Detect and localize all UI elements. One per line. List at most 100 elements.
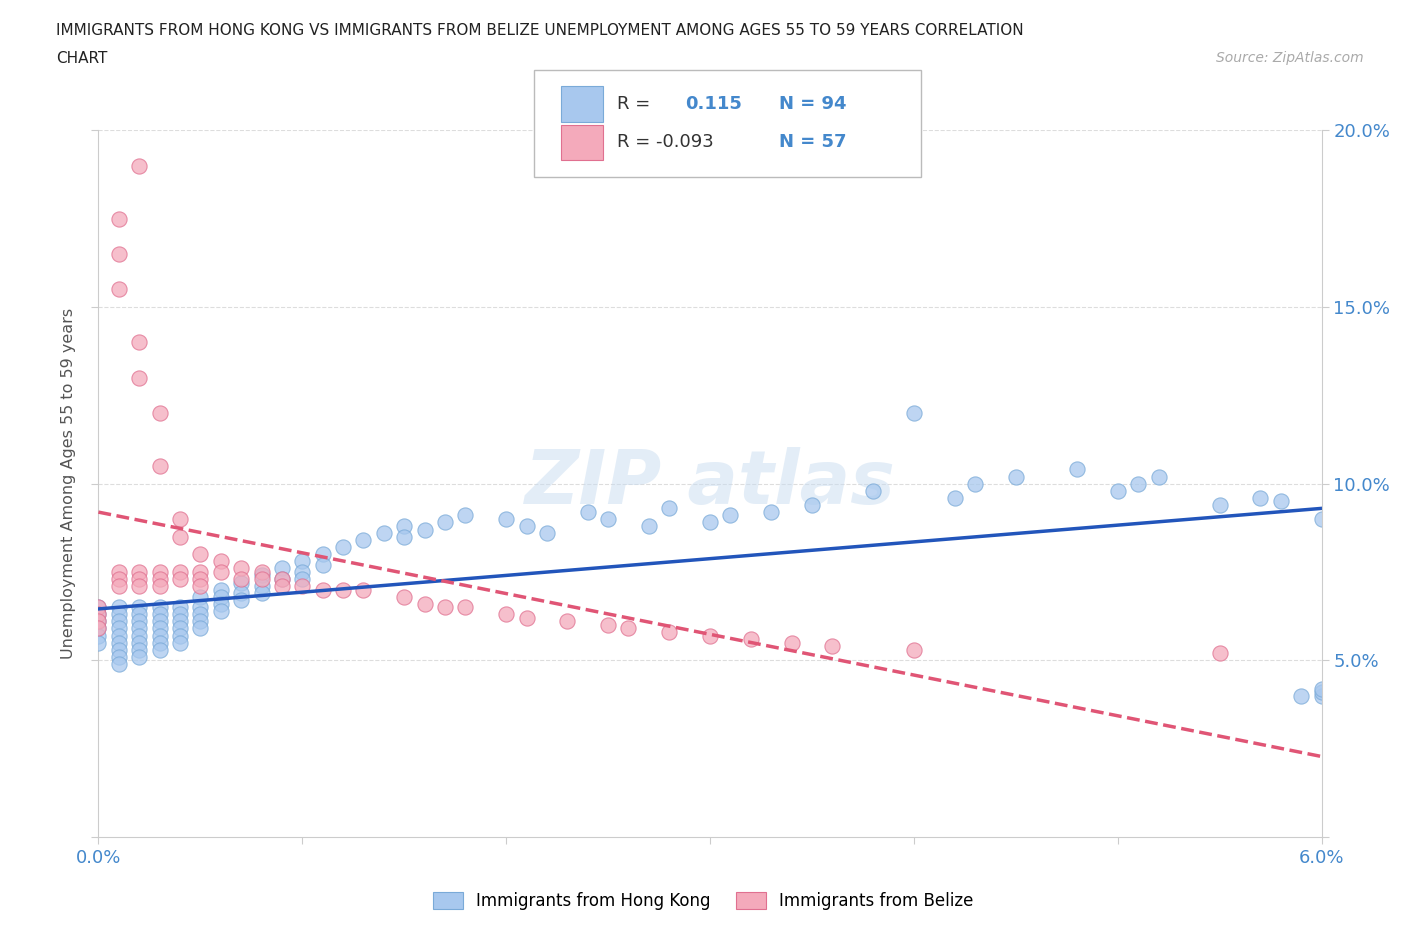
Point xyxy=(108,621,131,636)
Point xyxy=(1270,494,1292,509)
Point xyxy=(87,621,110,636)
Point xyxy=(352,582,374,597)
Point xyxy=(1249,490,1271,505)
Point xyxy=(128,621,150,636)
Point xyxy=(392,529,416,544)
Point xyxy=(617,621,640,636)
Point xyxy=(761,504,783,519)
Point xyxy=(1310,684,1333,699)
Point xyxy=(516,610,538,625)
Point xyxy=(1004,469,1026,484)
Point xyxy=(392,519,416,534)
Point xyxy=(598,618,620,632)
Point xyxy=(1147,469,1170,484)
Point xyxy=(332,539,354,554)
Text: N = 57: N = 57 xyxy=(779,133,846,152)
Point xyxy=(108,635,131,650)
Point xyxy=(250,578,273,593)
Point xyxy=(169,635,191,650)
Point xyxy=(209,554,232,569)
Point xyxy=(169,572,191,587)
Point xyxy=(699,628,721,643)
Point xyxy=(169,621,191,636)
Point xyxy=(108,649,131,664)
Point xyxy=(188,547,212,562)
Point xyxy=(311,547,335,562)
Point xyxy=(291,572,314,587)
Point xyxy=(1310,688,1333,703)
Point xyxy=(169,565,191,579)
Point xyxy=(311,582,335,597)
Point xyxy=(188,590,212,604)
Point xyxy=(87,600,110,615)
Point xyxy=(188,621,212,636)
Point xyxy=(108,607,131,622)
Point xyxy=(149,458,172,473)
Point xyxy=(188,572,212,587)
Point xyxy=(231,561,253,576)
Point xyxy=(128,628,150,643)
Point xyxy=(128,578,150,593)
Point xyxy=(270,561,292,576)
Point xyxy=(352,533,374,548)
Point xyxy=(108,282,131,297)
Text: IMMIGRANTS FROM HONG KONG VS IMMIGRANTS FROM BELIZE UNEMPLOYMENT AMONG AGES 55 T: IMMIGRANTS FROM HONG KONG VS IMMIGRANTS … xyxy=(56,23,1024,38)
Point xyxy=(413,522,436,537)
Point xyxy=(149,607,172,622)
Point xyxy=(149,628,172,643)
Point xyxy=(943,490,966,505)
Point xyxy=(231,575,253,590)
Point xyxy=(1289,688,1312,703)
Point xyxy=(231,572,253,587)
Point xyxy=(108,565,131,579)
Point xyxy=(231,592,253,607)
Point xyxy=(108,600,131,615)
Point xyxy=(209,590,232,604)
Point xyxy=(209,565,232,579)
Point xyxy=(270,572,292,587)
Point xyxy=(598,512,620,526)
Point xyxy=(87,635,110,650)
Point xyxy=(495,607,517,622)
Point xyxy=(87,607,110,622)
Point xyxy=(270,578,292,593)
Point xyxy=(231,586,253,601)
Point xyxy=(780,635,803,650)
Point xyxy=(1066,462,1088,477)
Point xyxy=(188,600,212,615)
Point xyxy=(209,604,232,618)
Point xyxy=(1208,498,1232,512)
Point xyxy=(433,600,456,615)
Point xyxy=(149,578,172,593)
Point xyxy=(169,628,191,643)
Point xyxy=(169,600,191,615)
Point xyxy=(291,554,314,569)
Point xyxy=(718,508,742,523)
Point xyxy=(209,582,232,597)
Y-axis label: Unemployment Among Ages 55 to 59 years: Unemployment Among Ages 55 to 59 years xyxy=(60,308,76,659)
Text: R = -0.093: R = -0.093 xyxy=(617,133,714,152)
Point xyxy=(87,628,110,643)
Point xyxy=(149,572,172,587)
Point xyxy=(128,335,150,350)
Point xyxy=(169,529,191,544)
Point xyxy=(149,635,172,650)
Point xyxy=(433,515,456,530)
Point xyxy=(699,515,721,530)
Point xyxy=(250,586,273,601)
Point xyxy=(149,614,172,629)
Point xyxy=(87,621,110,636)
Point xyxy=(903,643,925,658)
Point xyxy=(413,596,436,611)
Text: R =: R = xyxy=(617,95,651,113)
Point xyxy=(128,635,150,650)
Point xyxy=(392,590,416,604)
Point xyxy=(1128,476,1150,491)
Text: N = 94: N = 94 xyxy=(779,95,846,113)
Point xyxy=(250,568,273,583)
Point xyxy=(128,565,150,579)
Point xyxy=(373,525,395,540)
Point xyxy=(454,508,477,523)
Point xyxy=(1310,681,1333,696)
Point xyxy=(188,578,212,593)
